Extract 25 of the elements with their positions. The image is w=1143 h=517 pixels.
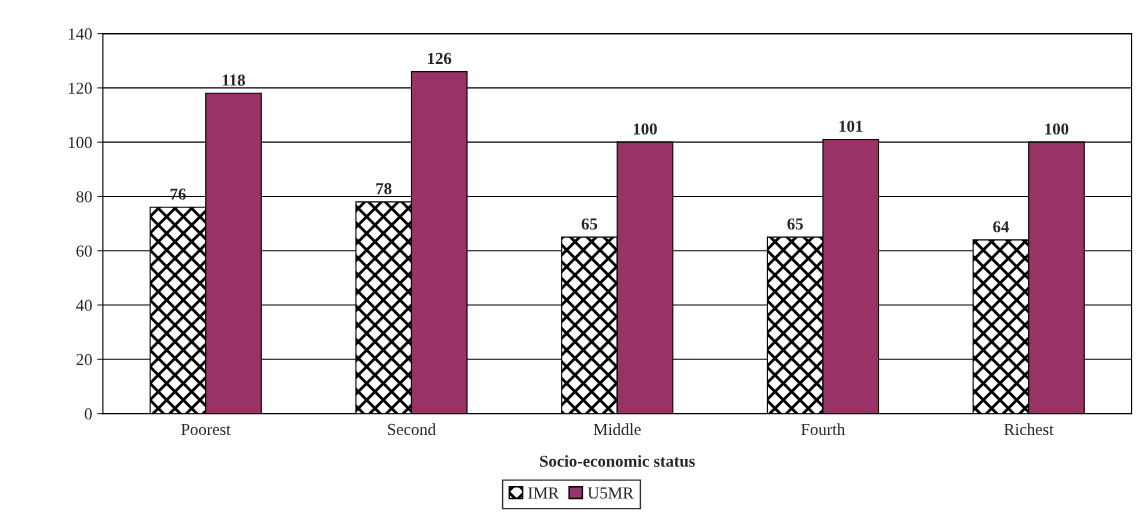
x-tick-label: Second <box>388 423 436 436</box>
legend-label: U5MR <box>587 487 634 499</box>
x-tick-label: Fourth <box>801 423 845 436</box>
y-tick-label: 140 <box>68 28 92 40</box>
data-label: 78 <box>376 183 392 195</box>
x-tick-label: Richest <box>1004 423 1054 436</box>
data-label: 100 <box>1045 123 1069 135</box>
x-tick-label: Middle <box>593 423 641 436</box>
data-label: 126 <box>428 52 452 65</box>
data-label: 64 <box>993 221 1009 233</box>
legend-label: IMR <box>528 487 560 499</box>
x-axis-title: Socio-economic status <box>540 455 695 467</box>
y-tick-label: 20 <box>76 354 92 366</box>
y-tick-label: 40 <box>76 299 92 311</box>
data-label: 100 <box>633 123 657 135</box>
y-tick-label: 120 <box>68 82 92 94</box>
data-label: 65 <box>787 218 803 230</box>
y-tick-label: 60 <box>76 245 92 257</box>
y-tick-label: 100 <box>68 136 92 149</box>
data-label: 101 <box>839 120 863 132</box>
y-tick-label: 80 <box>76 191 92 203</box>
data-label: 65 <box>581 218 598 230</box>
y-tick-label: 0 <box>84 408 92 420</box>
data-label: 118 <box>222 74 245 86</box>
x-tick-label: Poorest <box>181 423 231 436</box>
